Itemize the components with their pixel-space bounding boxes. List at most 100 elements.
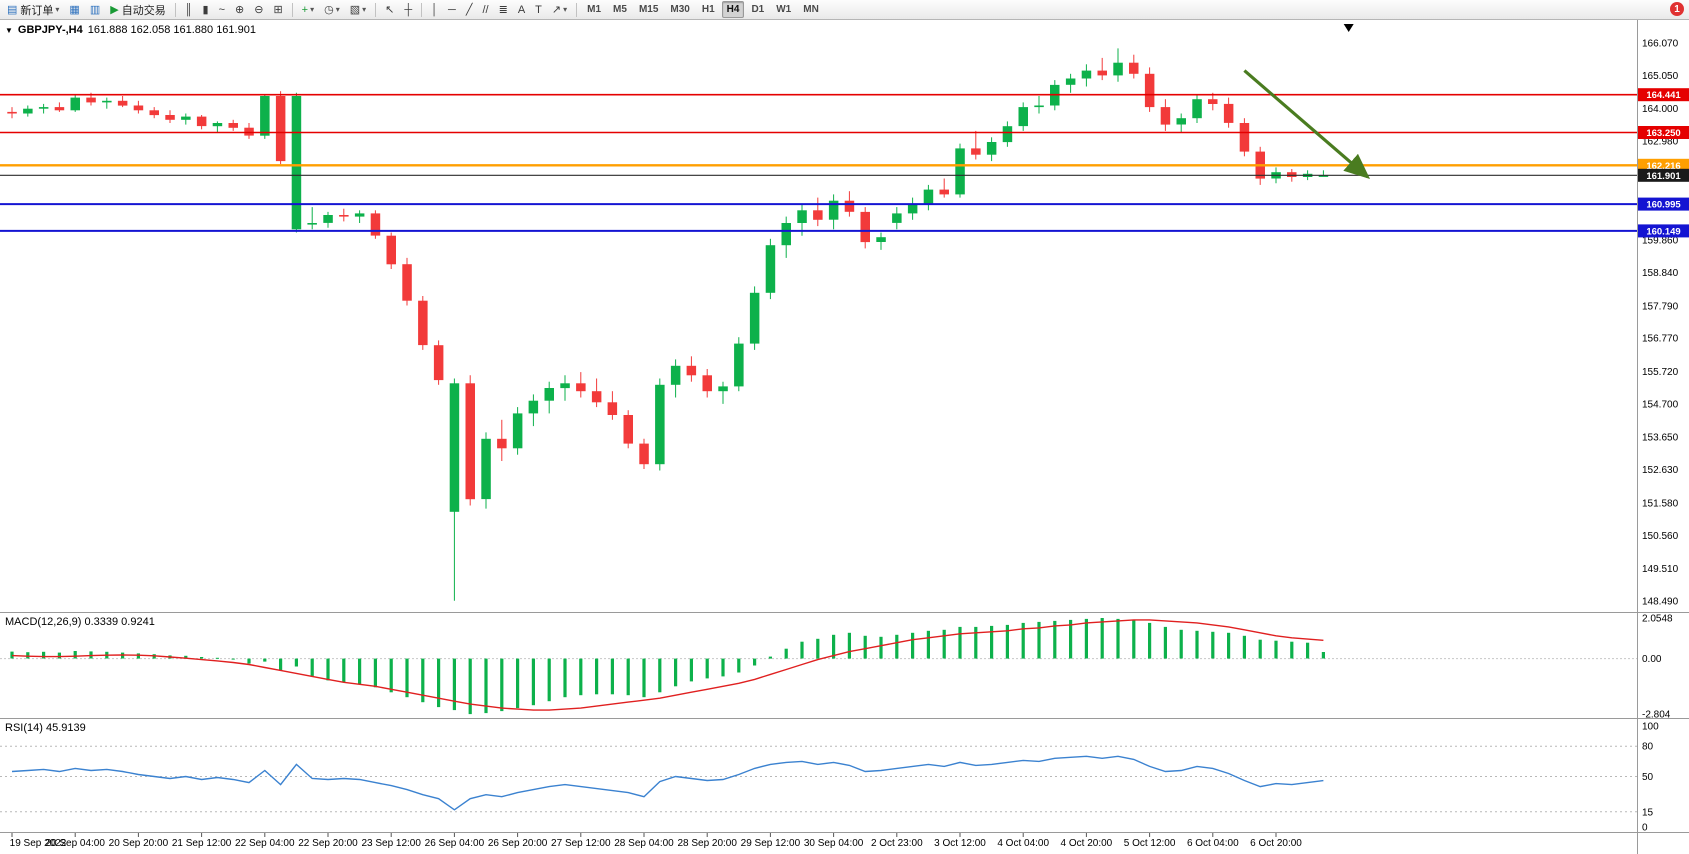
collapse-triangle-icon[interactable]: ▼ bbox=[5, 25, 13, 35]
candle[interactable] bbox=[560, 375, 570, 401]
candle[interactable] bbox=[686, 356, 697, 382]
candle[interactable] bbox=[23, 105, 33, 117]
candle[interactable] bbox=[1065, 73, 1076, 93]
trendline-button[interactable]: ╱ bbox=[462, 1, 477, 19]
candle[interactable] bbox=[1192, 94, 1202, 123]
candle[interactable] bbox=[670, 359, 681, 398]
candle[interactable] bbox=[813, 197, 823, 227]
candle[interactable] bbox=[181, 113, 191, 125]
candle[interactable] bbox=[576, 372, 586, 398]
candle[interactable] bbox=[1034, 96, 1044, 114]
candle[interactable] bbox=[228, 119, 239, 131]
fibonacci-button[interactable]: ≣ bbox=[495, 1, 512, 19]
timeframe-w1-button[interactable]: W1 bbox=[776, 4, 792, 15]
line-chart-button[interactable]: ~ bbox=[215, 1, 229, 19]
candle[interactable] bbox=[1208, 92, 1218, 111]
candle[interactable] bbox=[923, 184, 934, 211]
candle[interactable] bbox=[749, 286, 760, 350]
candle[interactable] bbox=[781, 216, 792, 258]
candle[interactable] bbox=[765, 238, 776, 300]
templates-button[interactable]: ▧ ▾ bbox=[346, 1, 370, 19]
candle[interactable] bbox=[291, 92, 302, 233]
bar-chart-button[interactable]: ║ bbox=[181, 1, 197, 19]
candle[interactable] bbox=[1318, 170, 1329, 177]
candle[interactable] bbox=[323, 211, 333, 228]
candle[interactable] bbox=[165, 110, 175, 123]
candle[interactable] bbox=[939, 178, 950, 198]
chart-shift-marker[interactable] bbox=[1343, 24, 1354, 32]
candle[interactable] bbox=[481, 432, 491, 509]
zoom-in-button[interactable]: ⊕ bbox=[231, 1, 248, 19]
new-order-button[interactable]: ▤ 新订单 ▾ bbox=[3, 1, 63, 19]
candle[interactable] bbox=[117, 96, 128, 108]
candle[interactable] bbox=[7, 107, 17, 119]
zoom-out-button[interactable]: ⊖ bbox=[250, 1, 267, 19]
candle[interactable] bbox=[623, 410, 634, 449]
profiles-button[interactable]: ▥ bbox=[86, 1, 104, 19]
candle[interactable] bbox=[354, 210, 365, 223]
timeframe-d1-button[interactable]: D1 bbox=[751, 4, 765, 15]
chart-canvas[interactable]: 166.070 165.050 164.000 162.980 159.860 158.8… bbox=[0, 20, 1689, 854]
candle[interactable] bbox=[1097, 57, 1108, 81]
candle[interactable] bbox=[449, 378, 460, 601]
candle[interactable] bbox=[370, 210, 381, 239]
candle[interactable] bbox=[828, 194, 839, 230]
timeframe-mn-button[interactable]: MN bbox=[803, 4, 819, 15]
text-button[interactable]: A bbox=[514, 1, 529, 19]
candle[interactable] bbox=[339, 208, 349, 222]
candle[interactable] bbox=[892, 207, 902, 230]
candlestick-chart-button[interactable]: ▮ bbox=[199, 1, 213, 19]
candle[interactable] bbox=[1176, 113, 1187, 133]
candle[interactable] bbox=[907, 197, 918, 220]
candle[interactable] bbox=[971, 130, 981, 160]
candle[interactable] bbox=[402, 257, 412, 306]
candle[interactable] bbox=[275, 91, 286, 165]
tile-windows-button[interactable]: ⊞ bbox=[269, 1, 286, 19]
autotrading-button[interactable]: ▶ 自动交易 bbox=[106, 1, 169, 19]
vertical-line-button[interactable]: │ bbox=[427, 1, 442, 19]
charts-button[interactable]: ▦ bbox=[65, 1, 83, 19]
candle[interactable] bbox=[528, 394, 539, 427]
candle[interactable] bbox=[70, 94, 81, 112]
candle[interactable] bbox=[244, 123, 254, 139]
candle[interactable] bbox=[860, 207, 871, 249]
candle[interactable] bbox=[1160, 99, 1171, 131]
candle[interactable] bbox=[1239, 118, 1250, 157]
candle[interactable] bbox=[196, 115, 207, 130]
candle[interactable] bbox=[986, 137, 997, 162]
horizontal-line-button[interactable]: ─ bbox=[444, 1, 460, 19]
candle[interactable] bbox=[591, 378, 602, 408]
channel-button[interactable]: // bbox=[478, 1, 492, 19]
candle[interactable] bbox=[718, 381, 728, 404]
timeframe-m1-button[interactable]: M1 bbox=[587, 4, 602, 15]
candle[interactable] bbox=[102, 97, 112, 109]
trend-arrow-object[interactable] bbox=[1243, 69, 1371, 179]
candle[interactable] bbox=[149, 107, 160, 119]
candle[interactable] bbox=[607, 391, 618, 420]
candle[interactable] bbox=[655, 378, 665, 471]
candle[interactable] bbox=[1018, 102, 1029, 131]
candle[interactable] bbox=[1081, 64, 1092, 87]
crosshair-button[interactable]: ┼ bbox=[400, 1, 416, 19]
candle[interactable] bbox=[433, 340, 444, 385]
candle[interactable] bbox=[1144, 67, 1155, 112]
text-label-button[interactable]: T bbox=[531, 1, 546, 19]
candle[interactable] bbox=[133, 100, 144, 114]
candle[interactable] bbox=[955, 143, 965, 198]
candle[interactable] bbox=[38, 103, 49, 114]
new-chart-button[interactable]: + ▾ bbox=[298, 1, 318, 19]
candle[interactable] bbox=[418, 296, 428, 350]
timeframe-m30-button[interactable]: M30 bbox=[670, 4, 690, 15]
candle[interactable] bbox=[260, 94, 270, 139]
candle[interactable] bbox=[1002, 121, 1013, 147]
periods-button[interactable]: ◷ ▾ bbox=[320, 1, 344, 19]
candle[interactable] bbox=[307, 207, 317, 230]
timeframe-h4-button[interactable]: H4 bbox=[721, 1, 745, 18]
candle[interactable] bbox=[1113, 48, 1123, 82]
candle[interactable] bbox=[497, 419, 507, 461]
candle[interactable] bbox=[876, 232, 886, 250]
candle[interactable] bbox=[1223, 97, 1234, 128]
candle[interactable] bbox=[1129, 54, 1139, 79]
candle[interactable] bbox=[386, 232, 397, 270]
